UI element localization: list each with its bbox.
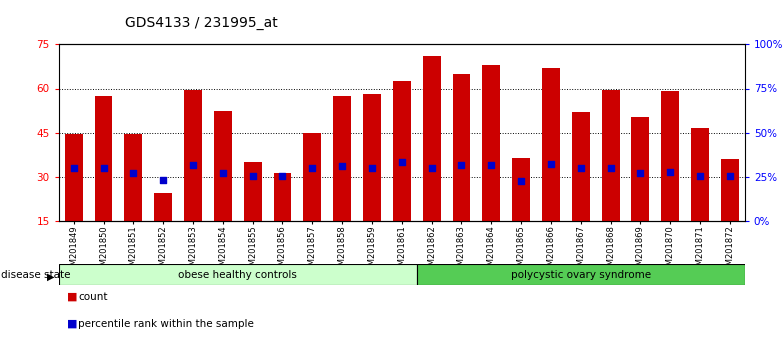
Point — [276, 173, 289, 179]
Bar — [214, 110, 232, 221]
Point — [515, 178, 528, 184]
Bar — [721, 159, 739, 221]
Point — [127, 170, 140, 175]
Point — [724, 173, 736, 179]
Point — [395, 159, 408, 165]
Bar — [333, 96, 351, 221]
Text: obese healthy controls: obese healthy controls — [178, 270, 297, 280]
Bar — [244, 162, 262, 221]
Point — [365, 165, 378, 171]
Point — [664, 169, 677, 175]
Bar — [65, 134, 82, 221]
Point — [97, 165, 110, 171]
Bar — [482, 65, 500, 221]
Point — [187, 163, 199, 169]
Bar — [452, 74, 470, 221]
Text: count: count — [78, 292, 108, 302]
Point — [604, 165, 617, 171]
Text: ■: ■ — [67, 319, 77, 329]
Point — [306, 165, 318, 171]
Point — [694, 173, 706, 179]
Point — [485, 162, 498, 167]
Text: GDS4133 / 231995_at: GDS4133 / 231995_at — [125, 16, 278, 30]
Bar — [691, 128, 709, 221]
Bar — [59, 264, 417, 285]
Bar — [184, 90, 202, 221]
Bar — [154, 193, 172, 221]
Point — [456, 163, 468, 169]
Bar — [417, 264, 745, 285]
Text: disease state: disease state — [1, 270, 71, 280]
Point — [426, 165, 438, 171]
Bar — [601, 90, 619, 221]
Point — [336, 164, 348, 169]
Point — [246, 173, 259, 179]
Point — [157, 177, 169, 183]
Bar — [423, 56, 441, 221]
Text: ■: ■ — [67, 292, 77, 302]
Bar — [95, 96, 112, 221]
Point — [216, 170, 229, 175]
Text: percentile rank within the sample: percentile rank within the sample — [78, 319, 254, 329]
Bar — [661, 91, 679, 221]
Bar — [125, 134, 143, 221]
Bar — [512, 158, 530, 221]
Bar — [631, 116, 649, 221]
Point — [634, 170, 647, 175]
Point — [67, 165, 80, 171]
Bar — [303, 133, 321, 221]
Point — [575, 165, 587, 171]
Bar — [274, 172, 292, 221]
Bar — [542, 68, 560, 221]
Text: polycystic ovary syndrome: polycystic ovary syndrome — [510, 270, 651, 280]
Bar — [572, 112, 590, 221]
Bar — [363, 95, 381, 221]
Text: ▶: ▶ — [46, 272, 54, 282]
Point — [545, 161, 557, 167]
Bar — [393, 81, 411, 221]
